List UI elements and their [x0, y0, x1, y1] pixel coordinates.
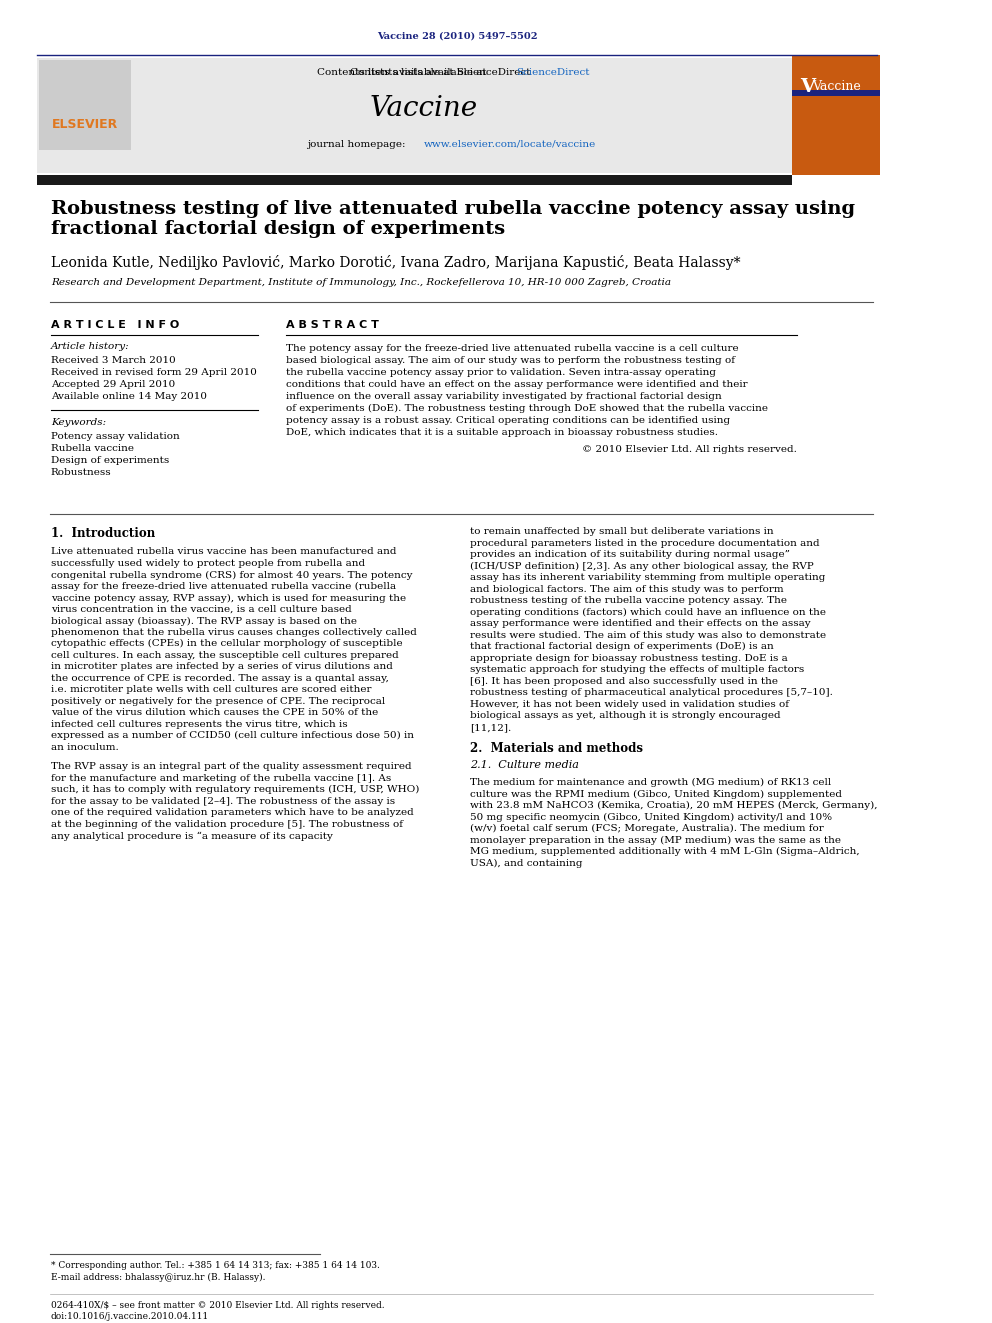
Text: [6]. It has been proposed and also successfully used in the: [6]. It has been proposed and also succe… [470, 677, 778, 685]
Text: Vaccine: Vaccine [812, 79, 861, 93]
Text: Live attenuated rubella virus vaccine has been manufactured and: Live attenuated rubella virus vaccine ha… [51, 548, 396, 557]
Text: operating conditions (factors) which could have an influence on the: operating conditions (factors) which cou… [470, 607, 826, 617]
FancyBboxPatch shape [37, 175, 793, 185]
Text: to remain unaffected by small but deliberate variations in: to remain unaffected by small but delibe… [470, 528, 774, 537]
Text: Vaccine 28 (2010) 5497–5502: Vaccine 28 (2010) 5497–5502 [377, 32, 538, 41]
Text: Article history:: Article history: [51, 341, 129, 351]
Text: Received in revised form 29 April 2010: Received in revised form 29 April 2010 [51, 368, 257, 377]
Text: (w/v) foetal calf serum (FCS; Moregate, Australia). The medium for: (w/v) foetal calf serum (FCS; Moregate, … [470, 824, 823, 833]
Text: The RVP assay is an integral part of the quality assessment required: The RVP assay is an integral part of the… [51, 762, 412, 771]
Text: procedural parameters listed in the procedure documentation and: procedural parameters listed in the proc… [470, 538, 819, 548]
Text: biological assay (bioassay). The RVP assay is based on the: biological assay (bioassay). The RVP ass… [51, 617, 357, 626]
Text: Available online 14 May 2010: Available online 14 May 2010 [51, 392, 206, 401]
Text: virus concentration in the vaccine, is a cell culture based: virus concentration in the vaccine, is a… [51, 605, 351, 614]
Text: influence on the overall assay variability investigated by fractional factorial : influence on the overall assay variabili… [286, 392, 721, 401]
Text: the rubella vaccine potency assay prior to validation. Seven intra-assay operati: the rubella vaccine potency assay prior … [286, 368, 715, 377]
Text: culture was the RPMI medium (Gibco, United Kingdom) supplemented: culture was the RPMI medium (Gibco, Unit… [470, 790, 842, 799]
Text: A R T I C L E   I N F O: A R T I C L E I N F O [51, 320, 179, 329]
Text: results were studied. The aim of this study was also to demonstrate: results were studied. The aim of this st… [470, 631, 826, 640]
Text: the occurrence of CPE is recorded. The assay is a quantal assay,: the occurrence of CPE is recorded. The a… [51, 673, 389, 683]
Text: such, it has to comply with regulatory requirements (ICH, USP, WHO): such, it has to comply with regulatory r… [51, 786, 419, 794]
Text: ScienceDirect: ScienceDirect [516, 67, 589, 77]
Text: Robustness: Robustness [51, 467, 111, 476]
Text: assay for the freeze-dried live attenuated rubella vaccine (rubella: assay for the freeze-dried live attenuat… [51, 582, 396, 591]
Text: Rubella vaccine: Rubella vaccine [51, 443, 134, 452]
Text: Leonida Kutle, Nediljko Pavlović, Marko Dorotić, Ivana Zadro, Marijana Kapustić,: Leonida Kutle, Nediljko Pavlović, Marko … [51, 255, 740, 270]
Text: of experiments (DoE). The robustness testing through DoE showed that the rubella: of experiments (DoE). The robustness tes… [286, 404, 768, 413]
Text: Keywords:: Keywords: [51, 418, 106, 426]
Text: The medium for maintenance and growth (MG medium) of RK13 cell: The medium for maintenance and growth (M… [470, 778, 831, 787]
Text: robustness testing of pharmaceutical analytical procedures [5,7–10].: robustness testing of pharmaceutical ana… [470, 688, 833, 697]
Text: systematic approach for studying the effects of multiple factors: systematic approach for studying the eff… [470, 665, 805, 675]
Text: provides an indication of its suitability during normal usage”: provides an indication of its suitabilit… [470, 550, 790, 560]
Text: 0264-410X/$ – see front matter © 2010 Elsevier Ltd. All rights reserved.: 0264-410X/$ – see front matter © 2010 El… [51, 1301, 384, 1310]
Text: value of the virus dilution which causes the CPE in 50% of the: value of the virus dilution which causes… [51, 708, 378, 717]
Text: 2.1.  Culture media: 2.1. Culture media [470, 761, 578, 770]
Text: © 2010 Elsevier Ltd. All rights reserved.: © 2010 Elsevier Ltd. All rights reserved… [582, 445, 797, 454]
Text: any analytical procedure is “a measure of its capacity: any analytical procedure is “a measure o… [51, 831, 332, 840]
Text: at the beginning of the validation procedure [5]. The robustness of: at the beginning of the validation proce… [51, 820, 403, 828]
Text: monolayer preparation in the assay (MP medium) was the same as the: monolayer preparation in the assay (MP m… [470, 836, 841, 845]
Text: * Corresponding author. Tel.: +385 1 64 14 313; fax: +385 1 64 14 103.: * Corresponding author. Tel.: +385 1 64 … [51, 1261, 380, 1270]
Text: positively or negatively for the presence of CPE. The reciprocal: positively or negatively for the presenc… [51, 697, 385, 705]
Text: 50 mg specific neomycin (Gibco, United Kingdom) activity/l and 10%: 50 mg specific neomycin (Gibco, United K… [470, 812, 832, 822]
Text: for the assay to be validated [2–4]. The robustness of the assay is: for the assay to be validated [2–4]. The… [51, 796, 395, 806]
Text: for the manufacture and marketing of the rubella vaccine [1]. As: for the manufacture and marketing of the… [51, 774, 391, 783]
Text: Research and Development Department, Institute of Immunology, Inc., Rockefellero: Research and Development Department, Ins… [51, 278, 671, 287]
Text: Vaccine: Vaccine [370, 95, 478, 122]
Text: (ICH/USP definition) [2,3]. As any other biological assay, the RVP: (ICH/USP definition) [2,3]. As any other… [470, 562, 813, 572]
Text: robustness testing of the rubella vaccine potency assay. The: robustness testing of the rubella vaccin… [470, 597, 787, 606]
FancyBboxPatch shape [793, 56, 880, 175]
Text: doi:10.1016/j.vaccine.2010.04.111: doi:10.1016/j.vaccine.2010.04.111 [51, 1311, 209, 1320]
Text: potency assay is a robust assay. Critical operating conditions can be identified: potency assay is a robust assay. Critica… [286, 415, 730, 425]
Text: MG medium, supplemented additionally with 4 mM L-Gln (Sigma–Aldrich,: MG medium, supplemented additionally wit… [470, 847, 859, 856]
Text: conditions that could have an effect on the assay performance were identified an: conditions that could have an effect on … [286, 380, 747, 389]
Text: The potency assay for the freeze-dried live attenuated rubella vaccine is a cell: The potency assay for the freeze-dried l… [286, 344, 738, 353]
Text: fractional factorial design of experiments: fractional factorial design of experimen… [51, 220, 505, 238]
Text: A B S T R A C T: A B S T R A C T [286, 320, 379, 329]
Text: assay performance were identified and their effects on the assay: assay performance were identified and th… [470, 619, 810, 628]
Text: www.elsevier.com/locate/vaccine: www.elsevier.com/locate/vaccine [424, 140, 596, 149]
Text: with 23.8 mM NaHCO3 (Kemika, Croatia), 20 mM HEPES (Merck, Germany),: with 23.8 mM NaHCO3 (Kemika, Croatia), 2… [470, 802, 878, 810]
Text: USA), and containing: USA), and containing [470, 859, 582, 868]
Text: Contents lists available at: Contents lists available at [350, 67, 490, 77]
Text: assay has its inherent variability stemming from multiple operating: assay has its inherent variability stemm… [470, 573, 825, 582]
Text: journal homepage:: journal homepage: [307, 140, 409, 149]
Text: i.e. microtiter plate wells with cell cultures are scored either: i.e. microtiter plate wells with cell cu… [51, 685, 371, 695]
Text: [11,12].: [11,12]. [470, 722, 511, 732]
Text: DoE, which indicates that it is a suitable approach in bioassay robustness studi: DoE, which indicates that it is a suitab… [286, 427, 717, 437]
Text: congenital rubella syndrome (CRS) for almost 40 years. The potency: congenital rubella syndrome (CRS) for al… [51, 570, 413, 579]
Text: vaccine potency assay, RVP assay), which is used for measuring the: vaccine potency assay, RVP assay), which… [51, 594, 406, 602]
Text: one of the required validation parameters which have to be analyzed: one of the required validation parameter… [51, 808, 414, 818]
Text: ELSEVIER: ELSEVIER [52, 118, 118, 131]
Text: based biological assay. The aim of our study was to perform the robustness testi: based biological assay. The aim of our s… [286, 356, 735, 365]
Text: cell cultures. In each assay, the susceptible cell cultures prepared: cell cultures. In each assay, the suscep… [51, 651, 399, 660]
FancyBboxPatch shape [793, 90, 880, 95]
Text: 1.  Introduction: 1. Introduction [51, 528, 155, 541]
Text: expressed as a number of CCID50 (cell culture infectious dose 50) in: expressed as a number of CCID50 (cell cu… [51, 732, 414, 741]
Text: phenomenon that the rubella virus causes changes collectively called: phenomenon that the rubella virus causes… [51, 628, 417, 636]
Text: Received 3 March 2010: Received 3 March 2010 [51, 356, 176, 365]
Text: V: V [800, 78, 814, 97]
Text: infected cell cultures represents the virus titre, which is: infected cell cultures represents the vi… [51, 720, 347, 729]
Text: E-mail address: bhalassy@iruz.hr (B. Halassy).: E-mail address: bhalassy@iruz.hr (B. Hal… [51, 1273, 265, 1282]
Text: Design of experiments: Design of experiments [51, 455, 169, 464]
Text: 2.  Materials and methods: 2. Materials and methods [470, 742, 643, 755]
Text: biological assays as yet, although it is strongly encouraged: biological assays as yet, although it is… [470, 712, 781, 720]
Text: that fractional factorial design of experiments (DoE) is an: that fractional factorial design of expe… [470, 643, 774, 651]
Text: Potency assay validation: Potency assay validation [51, 431, 180, 441]
Text: in microtiter plates are infected by a series of virus dilutions and: in microtiter plates are infected by a s… [51, 663, 393, 671]
Text: cytopathic effects (CPEs) in the cellular morphology of susceptible: cytopathic effects (CPEs) in the cellula… [51, 639, 403, 648]
Text: Robustness testing of live attenuated rubella vaccine potency assay using: Robustness testing of live attenuated ru… [51, 200, 855, 218]
Text: and biological factors. The aim of this study was to perform: and biological factors. The aim of this … [470, 585, 784, 594]
Text: Accepted 29 April 2010: Accepted 29 April 2010 [51, 380, 175, 389]
Text: an inoculum.: an inoculum. [51, 742, 118, 751]
FancyBboxPatch shape [39, 60, 131, 149]
Text: successfully used widely to protect people from rubella and: successfully used widely to protect peop… [51, 558, 365, 568]
Text: appropriate design for bioassay robustness testing. DoE is a: appropriate design for bioassay robustne… [470, 654, 788, 663]
Text: Contents lists available at ScienceDirect: Contents lists available at ScienceDirec… [317, 67, 531, 77]
Text: However, it has not been widely used in validation studies of: However, it has not been widely used in … [470, 700, 789, 709]
FancyBboxPatch shape [37, 58, 793, 173]
